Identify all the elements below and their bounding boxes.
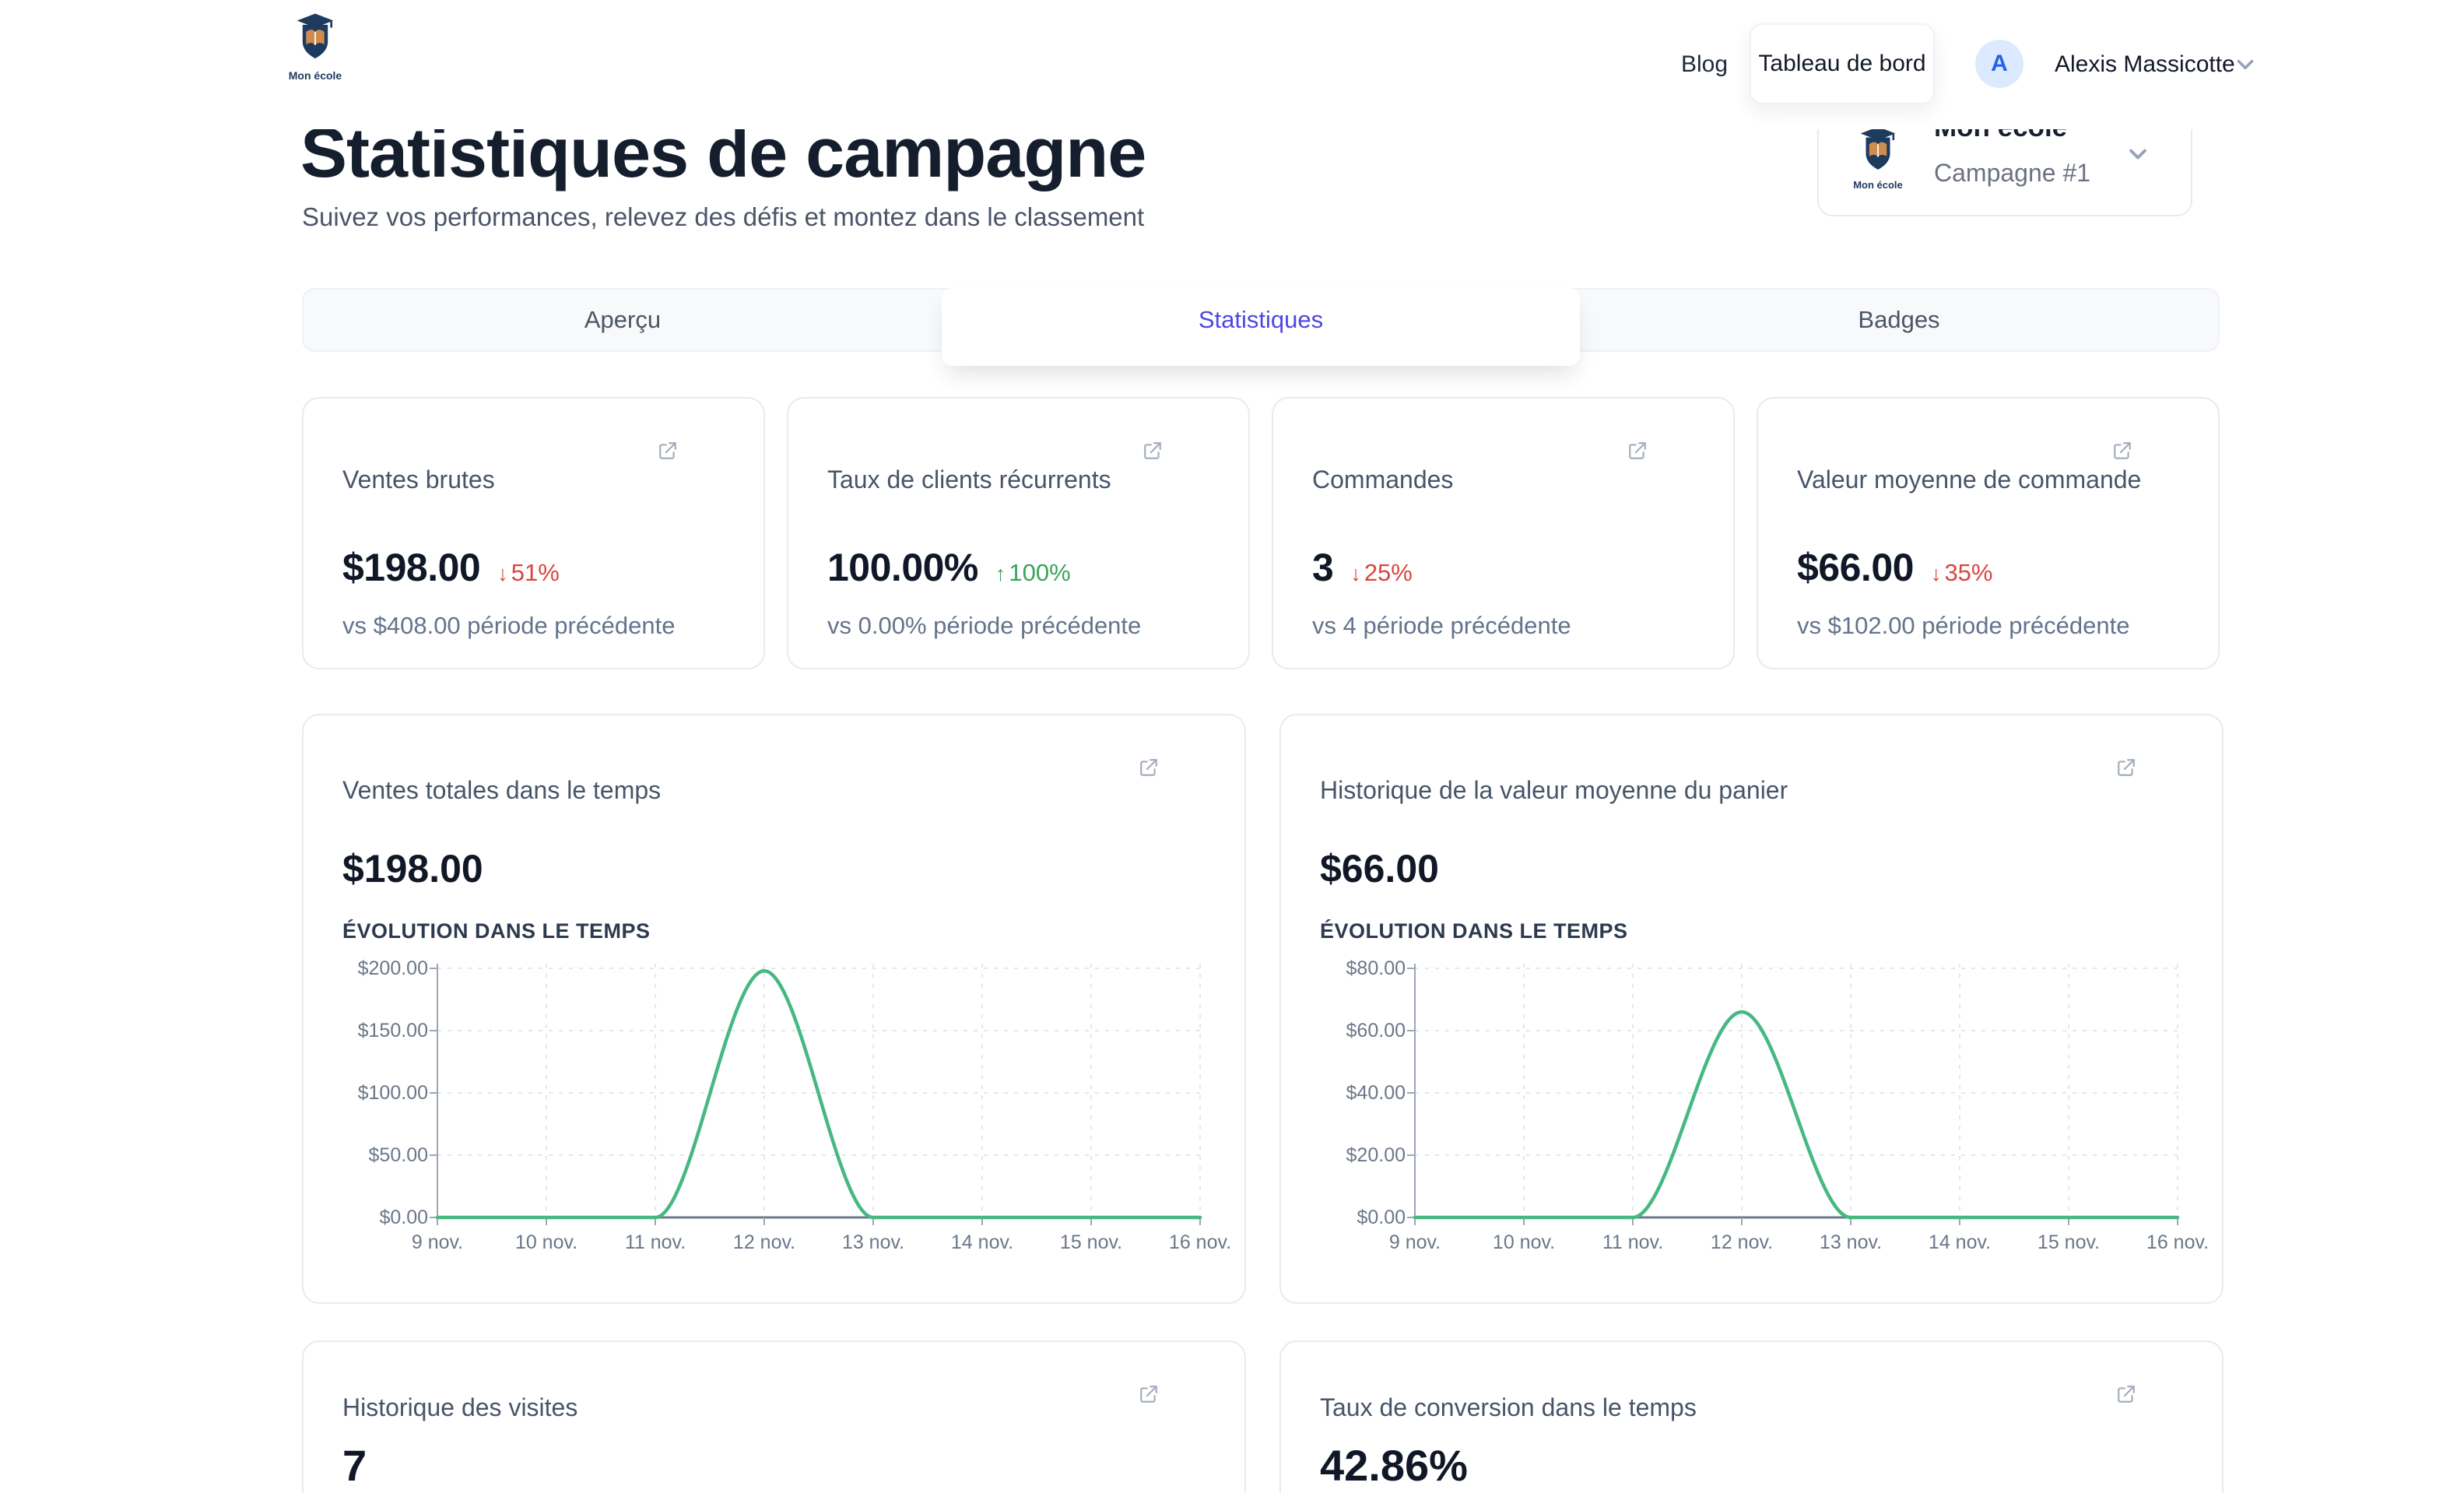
x-axis-label: 15 nov. <box>2037 1231 2101 1253</box>
school-shield-icon <box>1860 126 1896 170</box>
chart-section-label: ÉVOLUTION DANS LE TEMPS <box>342 919 651 943</box>
y-axis-label: $0.00 <box>1357 1207 1406 1228</box>
x-axis-label: 14 nov. <box>1928 1231 1992 1253</box>
y-axis-label: $50.00 <box>368 1144 428 1166</box>
user-name: Alexis Massicotte <box>2055 51 2235 77</box>
kpi-card-orders: Commandes 3 ↓ 25% vs 4 période précédente <box>1272 397 1735 669</box>
active-tab-pill <box>941 288 1580 366</box>
x-axis-label: 16 nov. <box>2146 1231 2210 1253</box>
external-link-icon[interactable] <box>658 441 678 461</box>
kpi-title: Ventes brutes <box>342 465 495 494</box>
tab-badges[interactable]: Badges <box>1858 306 1940 333</box>
chart-card-total-sales: Ventes totales dans le temps $198.00 ÉVO… <box>302 714 1246 1304</box>
kpi-change: ↓ 35% <box>1930 559 1993 586</box>
kpi-value: $198.00 <box>342 546 481 589</box>
external-link-icon[interactable] <box>2112 441 2132 461</box>
kpi-value: 3 <box>1312 546 1334 589</box>
chart-total-value: $198.00 <box>342 847 483 891</box>
average-cart-line-chart: $80.00 $60.00 $40.00 $20.00 $0.00 9 nov. 10 no… <box>1281 957 2222 1287</box>
app-logo[interactable]: Mon école <box>269 12 362 82</box>
x-axis-label: 9 nov. <box>411 1231 464 1253</box>
school-logo-label: Mon école <box>1853 179 1903 191</box>
tab-apercu[interactable]: Aperçu <box>584 306 662 333</box>
school-logo: Mon école <box>1847 126 1909 191</box>
x-axis-label: 14 nov. <box>950 1231 1014 1253</box>
kpi-value: $66.00 <box>1797 546 1914 589</box>
external-link-icon[interactable] <box>2116 1384 2136 1404</box>
kpi-comparison: vs 4 période précédente <box>1312 612 1571 639</box>
external-link-icon[interactable] <box>1627 441 1648 461</box>
x-axis-labels: 9 nov. 10 nov. 11 nov. 12 nov. 13 nov. 14 nov… <box>1389 1231 2209 1259</box>
y-axis-label: $80.00 <box>1346 957 1406 979</box>
external-link-icon[interactable] <box>1139 757 1159 778</box>
down-arrow-icon: ↓ <box>497 562 508 585</box>
y-axis-label: $60.00 <box>1346 1020 1406 1042</box>
card-conversion-rate: Taux de conversion dans le temps 42.86% <box>1279 1340 2224 1493</box>
y-axis-label: $150.00 <box>357 1020 428 1042</box>
kpi-change: ↑ 100% <box>995 559 1071 586</box>
y-axis-label: $100.00 <box>357 1082 428 1104</box>
x-axis-label: 12 nov. <box>1710 1231 1774 1253</box>
y-axis-label: $200.00 <box>357 957 428 979</box>
external-link-icon[interactable] <box>1139 1384 1159 1404</box>
chart-title: Historique de la valeur moyenne du panie… <box>1320 776 1788 804</box>
avatar[interactable]: A <box>1975 40 2023 88</box>
chart-total-value: $66.00 <box>1320 847 1439 891</box>
kpi-card-average-order-value: Valeur moyenne de commande $66.00 ↓ 35% v… <box>1757 397 2220 669</box>
kpi-change: ↓ 25% <box>1350 559 1413 586</box>
x-axis-label: 11 nov. <box>1602 1231 1664 1253</box>
x-axis-label: 15 nov. <box>1059 1231 1123 1253</box>
tab-statistiques[interactable]: Statistiques <box>1198 306 1324 333</box>
kpi-title: Commandes <box>1312 465 1454 494</box>
campaign-name: Campagne #1 <box>1934 159 2091 187</box>
card-visits-history: Historique des visites 7 <box>302 1340 1246 1493</box>
x-axis-label: 13 nov. <box>841 1231 905 1253</box>
y-axis-label: $20.00 <box>1346 1144 1406 1166</box>
y-axis-label: $0.00 <box>379 1207 428 1228</box>
x-axis-label: 10 nov. <box>514 1231 578 1253</box>
card-title: Taux de conversion dans le temps <box>1320 1393 1697 1421</box>
kpi-title: Valeur moyenne de commande <box>1797 465 2142 494</box>
up-arrow-icon: ↑ <box>995 562 1006 585</box>
card-title: Historique des visites <box>342 1393 578 1421</box>
chevron-down-icon[interactable] <box>2232 51 2259 78</box>
x-axis-label: 9 nov. <box>1388 1231 1441 1253</box>
card-value: 42.86% <box>1320 1441 1468 1490</box>
nav-link-dashboard[interactable]: Tableau de bord <box>1750 23 1935 104</box>
kpi-comparison: vs $102.00 période précédente <box>1797 612 2130 639</box>
school-shield-icon <box>297 13 334 59</box>
header: Mon école Blog Tableau de bord A Alexis … <box>0 0 2464 129</box>
x-axis-label: 12 nov. <box>732 1231 796 1253</box>
x-axis-label: 13 nov. <box>1819 1231 1883 1253</box>
kpi-card-gross-sales: Ventes brutes $198.00 ↓ 51% vs $408.00 pé… <box>302 397 765 669</box>
x-axis-label: 16 nov. <box>1168 1231 1232 1253</box>
kpi-change: ↓ 51% <box>497 559 560 586</box>
chevron-down-icon[interactable] <box>2124 140 2152 168</box>
x-axis-labels: 9 nov. 10 nov. 11 nov. 12 nov. 13 nov. 14 nov… <box>412 1231 1231 1259</box>
kpi-title: Taux de clients récurrents <box>827 465 1111 494</box>
card-value: 7 <box>342 1441 367 1490</box>
x-axis-label: 10 nov. <box>1492 1231 1556 1253</box>
kpi-value: 100.00% <box>827 546 978 589</box>
chart-section-label: ÉVOLUTION DANS LE TEMPS <box>1320 919 1628 943</box>
external-link-icon[interactable] <box>1142 441 1163 461</box>
chart-title: Ventes totales dans le temps <box>342 776 662 804</box>
kpi-comparison: vs 0.00% période précédente <box>827 612 1142 639</box>
down-arrow-icon: ↓ <box>1930 562 1942 585</box>
app-logo-label: Mon école <box>288 69 342 82</box>
x-axis-label: 11 nov. <box>624 1231 686 1253</box>
kpi-comparison: vs $408.00 période précédente <box>342 612 676 639</box>
down-arrow-icon: ↓ <box>1350 562 1361 585</box>
chart-card-average-cart-value: Historique de la valeur moyenne du panie… <box>1279 714 2224 1304</box>
kpi-card-returning-customers: Taux de clients récurrents 100.00% ↑ 100%… <box>787 397 1250 669</box>
page-subtitle: Suivez vos performances, relevez des déf… <box>302 202 1145 231</box>
tab-bar: Aperçu Statistiques Badges <box>302 288 2220 366</box>
total-sales-line-chart: $200.00 $150.00 $100.00 $50.00 $0.00 9 nov. 10… <box>304 957 1244 1287</box>
nav-link-blog[interactable]: Blog <box>1681 51 1729 77</box>
external-link-icon[interactable] <box>2116 757 2136 778</box>
y-axis-label: $40.00 <box>1346 1082 1406 1104</box>
